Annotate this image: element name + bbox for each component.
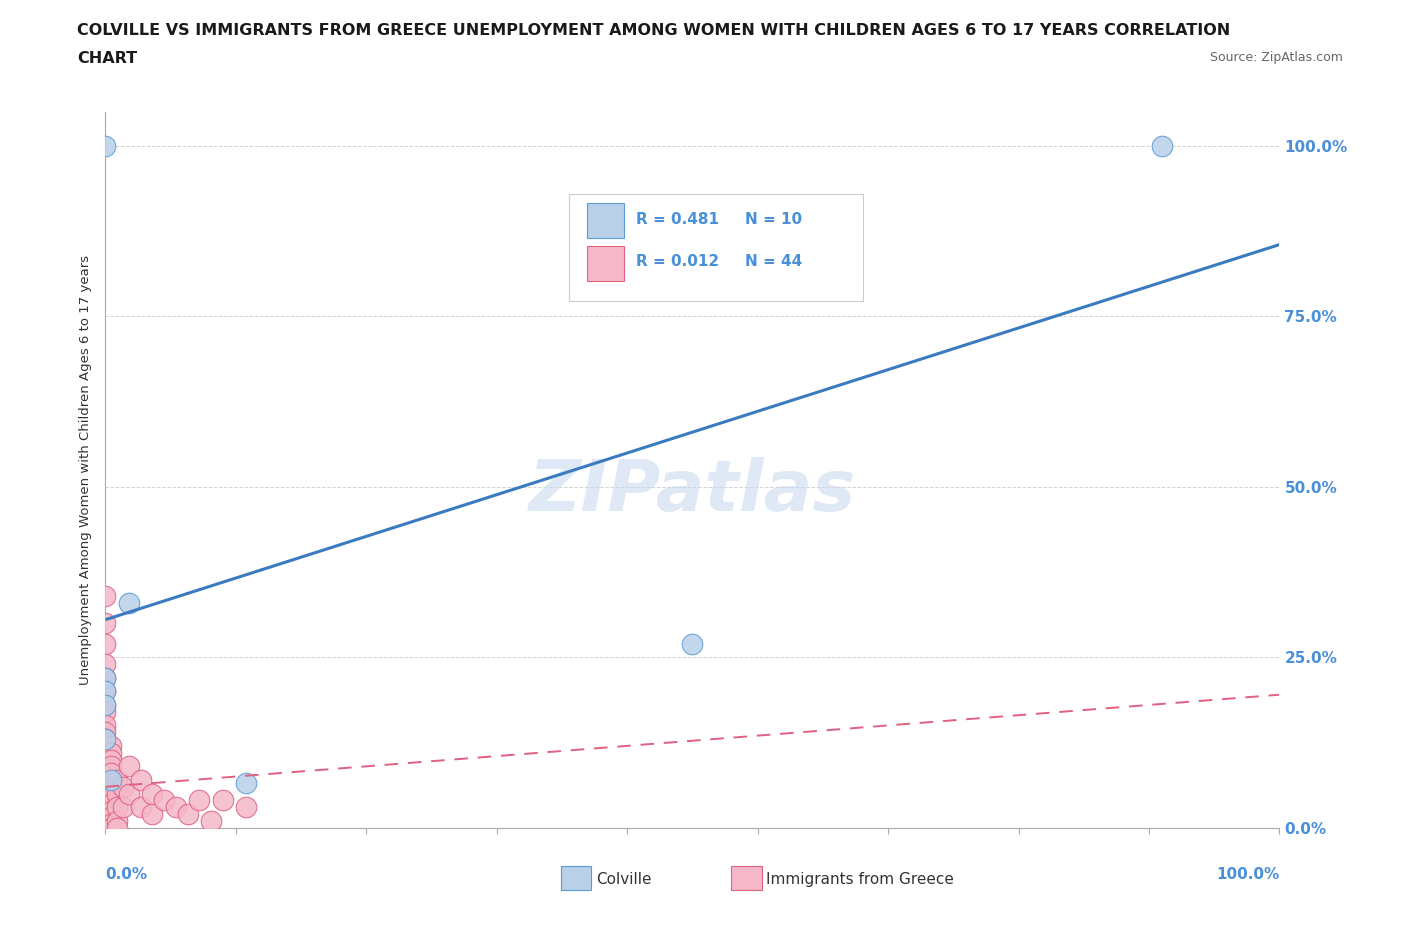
Text: R = 0.481: R = 0.481 bbox=[636, 211, 718, 227]
Point bbox=[188, 793, 211, 808]
Point bbox=[118, 595, 141, 610]
Point bbox=[235, 800, 257, 815]
Point bbox=[100, 820, 122, 835]
Point bbox=[100, 796, 122, 811]
Point bbox=[94, 616, 117, 631]
Point bbox=[100, 745, 122, 760]
Point bbox=[94, 589, 117, 604]
Text: Colville: Colville bbox=[596, 871, 652, 887]
Text: ZIPatlas: ZIPatlas bbox=[529, 457, 856, 525]
FancyBboxPatch shape bbox=[561, 866, 592, 890]
Point bbox=[94, 671, 117, 685]
FancyBboxPatch shape bbox=[586, 204, 624, 238]
Text: R = 0.012: R = 0.012 bbox=[636, 255, 720, 270]
Point bbox=[100, 738, 122, 753]
Text: N = 44: N = 44 bbox=[745, 255, 803, 270]
Point bbox=[200, 814, 222, 829]
Point bbox=[235, 776, 257, 790]
Point bbox=[100, 752, 122, 767]
Point bbox=[153, 793, 176, 808]
Point bbox=[94, 732, 117, 747]
Point bbox=[105, 800, 128, 815]
Point bbox=[105, 814, 128, 829]
Point bbox=[100, 810, 122, 825]
Text: Source: ZipAtlas.com: Source: ZipAtlas.com bbox=[1209, 51, 1343, 64]
Y-axis label: Unemployment Among Women with Children Ages 6 to 17 years: Unemployment Among Women with Children A… bbox=[79, 255, 93, 684]
Point bbox=[94, 698, 117, 712]
Point bbox=[211, 793, 233, 808]
Point bbox=[100, 783, 122, 798]
Point bbox=[105, 786, 128, 801]
Point bbox=[94, 684, 117, 698]
Text: CHART: CHART bbox=[77, 51, 138, 66]
Point bbox=[100, 773, 122, 788]
Point bbox=[105, 820, 128, 835]
Point bbox=[118, 786, 141, 801]
Point bbox=[94, 684, 117, 698]
Point bbox=[141, 786, 163, 801]
Point bbox=[94, 732, 117, 747]
Point bbox=[105, 773, 128, 788]
Point bbox=[100, 759, 122, 774]
Text: COLVILLE VS IMMIGRANTS FROM GREECE UNEMPLOYMENT AMONG WOMEN WITH CHILDREN AGES 6: COLVILLE VS IMMIGRANTS FROM GREECE UNEMP… bbox=[77, 23, 1230, 38]
FancyBboxPatch shape bbox=[569, 194, 863, 301]
Point bbox=[94, 704, 117, 719]
Point bbox=[100, 776, 122, 790]
Point bbox=[1150, 139, 1173, 153]
Point bbox=[118, 759, 141, 774]
Point bbox=[682, 636, 704, 651]
Text: 0.0%: 0.0% bbox=[105, 867, 148, 882]
Text: N = 10: N = 10 bbox=[745, 211, 803, 227]
Point bbox=[112, 800, 135, 815]
Point bbox=[165, 800, 187, 815]
Point bbox=[129, 773, 152, 788]
Point bbox=[112, 779, 135, 794]
Point bbox=[100, 817, 122, 831]
Point bbox=[94, 636, 117, 651]
Point bbox=[176, 806, 198, 821]
Text: 100.0%: 100.0% bbox=[1216, 867, 1279, 882]
Point bbox=[100, 804, 122, 818]
Point bbox=[94, 724, 117, 739]
FancyBboxPatch shape bbox=[731, 866, 762, 890]
Text: Immigrants from Greece: Immigrants from Greece bbox=[766, 871, 955, 887]
FancyBboxPatch shape bbox=[586, 246, 624, 281]
Point bbox=[129, 800, 152, 815]
Point bbox=[94, 671, 117, 685]
Point bbox=[94, 718, 117, 733]
Point bbox=[94, 698, 117, 712]
Point bbox=[94, 657, 117, 671]
Point bbox=[141, 806, 163, 821]
Point bbox=[100, 765, 122, 780]
Point bbox=[100, 790, 122, 804]
Point bbox=[94, 139, 117, 153]
